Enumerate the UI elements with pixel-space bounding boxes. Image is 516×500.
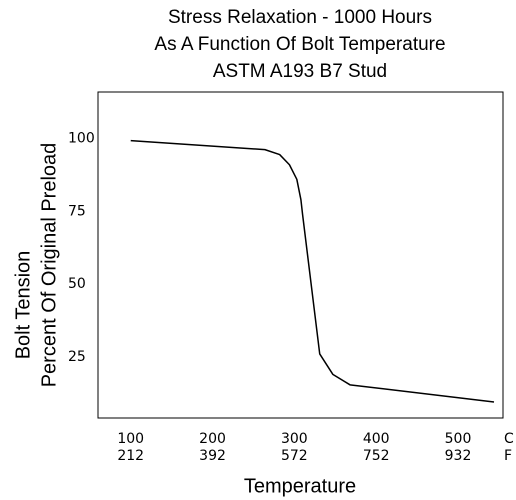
chart-title: As A Function Of Bolt Temperature: [154, 34, 445, 55]
x-tick-label-secondary: 752: [363, 448, 390, 464]
y-tick-label: 75: [68, 203, 86, 219]
y-tick-label: 25: [68, 349, 86, 365]
x-tick-label: 400: [363, 431, 390, 447]
x-axis-label: Temperature: [244, 475, 356, 497]
x-unit-label: F: [504, 448, 512, 464]
x-tick-label-secondary: 392: [199, 448, 226, 464]
x-unit-label: C: [504, 431, 514, 447]
x-tick-label: 500: [445, 431, 472, 447]
y-axis-label: Percent Of Original Preload: [38, 143, 60, 388]
x-tick-label: 300: [281, 431, 308, 447]
x-tick-label: 200: [199, 431, 226, 447]
x-tick-label-secondary: 932: [445, 448, 472, 464]
chart-title: Stress Relaxation - 1000 Hours: [168, 7, 432, 28]
y-axis-label: Bolt Tension: [12, 251, 34, 360]
y-tick-label: 100: [68, 131, 95, 147]
x-tick-label-secondary: 212: [117, 448, 144, 464]
y-tick-label: 50: [68, 276, 86, 292]
plot-frame: [97, 91, 504, 419]
x-tick-label-secondary: 572: [281, 448, 308, 464]
data-line: [130, 139, 495, 403]
chart-title: ASTM A193 B7 Stud: [213, 61, 387, 82]
x-tick-label: 100: [117, 431, 144, 447]
